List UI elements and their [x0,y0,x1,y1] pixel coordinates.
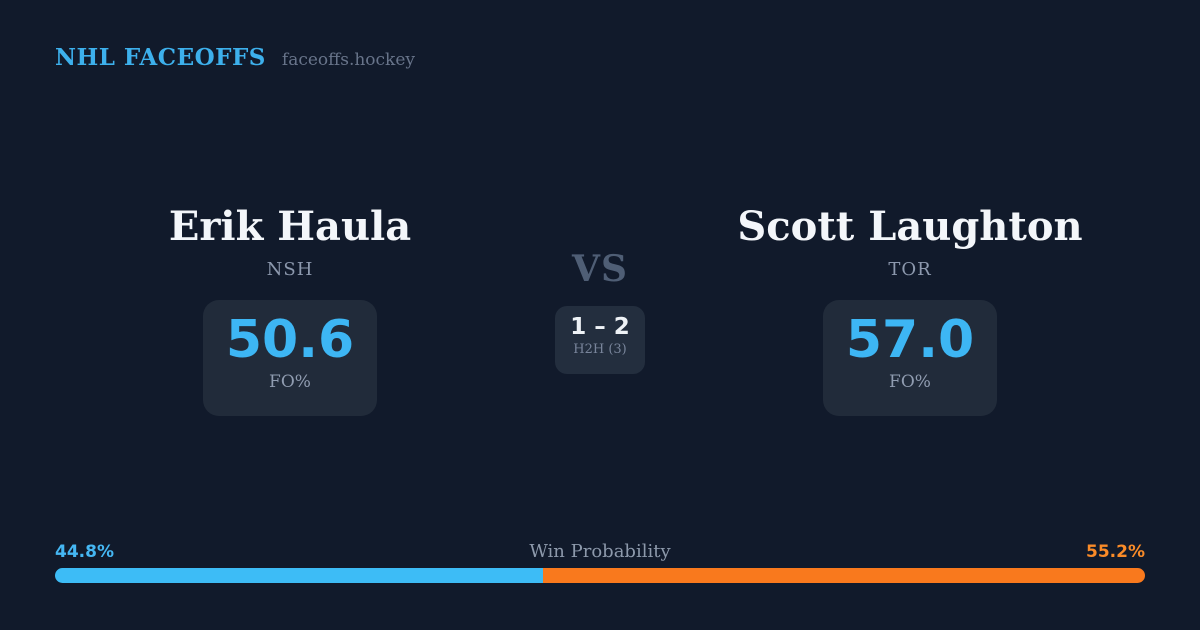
right-player-stat-card: 57.0 FO% [823,300,997,416]
matchup-center-block: VS 1 – 2 H2H (3) [500,248,700,374]
left-player-stat-card: 50.6 FO% [203,300,377,416]
right-player-name: Scott Laughton [737,203,1083,250]
header: NHL FACEOFFS faceoffs.hockey [55,44,415,71]
left-player-stat-label: FO% [269,372,311,392]
brand-logo-text: NHL FACEOFFS [55,44,266,71]
head-to-head-card: 1 – 2 H2H (3) [555,306,645,374]
win-probability-labels: 44.8% Win Probability 55.2% [55,541,1145,562]
win-prob-title: Win Probability [529,541,671,562]
head-to-head-score: 1 – 2 [570,314,630,340]
win-prob-bar-right [543,568,1145,583]
win-prob-bar-left [55,568,544,583]
head-to-head-label: H2H (3) [573,342,627,358]
site-url-text: faceoffs.hockey [281,50,416,70]
win-probability-bar [55,568,1145,583]
left-player-faceoff-pct: 50.6 [225,310,355,370]
win-prob-left-pct: 44.8% [55,542,114,562]
vs-label: VS [572,248,628,290]
right-player-stat-label: FO% [889,372,931,392]
win-prob-right-pct: 55.2% [1086,542,1145,562]
left-player-team: NSH [266,259,314,280]
right-player-faceoff-pct: 57.0 [845,310,975,370]
left-player-block: Erik Haula NSH 50.6 FO% [90,205,490,416]
right-player-team: TOR [888,259,932,280]
left-player-name: Erik Haula [168,203,412,250]
right-player-block: Scott Laughton TOR 57.0 FO% [710,205,1110,416]
